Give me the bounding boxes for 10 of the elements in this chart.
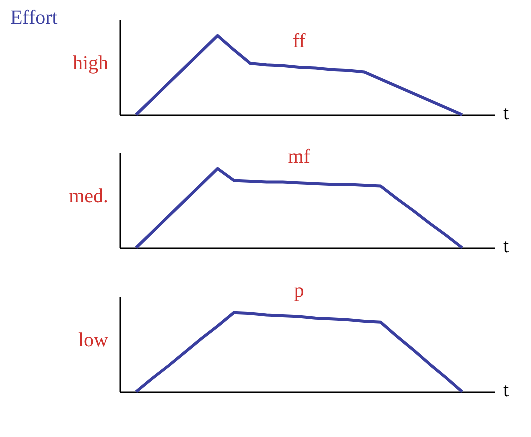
x-axis-title: t [504,102,510,124]
y-axis-title: med. [69,185,108,208]
series-label: p [294,280,304,302]
y-axis-title: high [72,52,108,74]
chart-title: Effort [10,7,58,29]
x-axis-title: t [504,380,510,402]
y-axis-title: low [78,329,110,352]
x-axis-title: t [504,236,510,258]
series-label: mf [288,146,311,168]
series-label: ff [292,30,306,52]
